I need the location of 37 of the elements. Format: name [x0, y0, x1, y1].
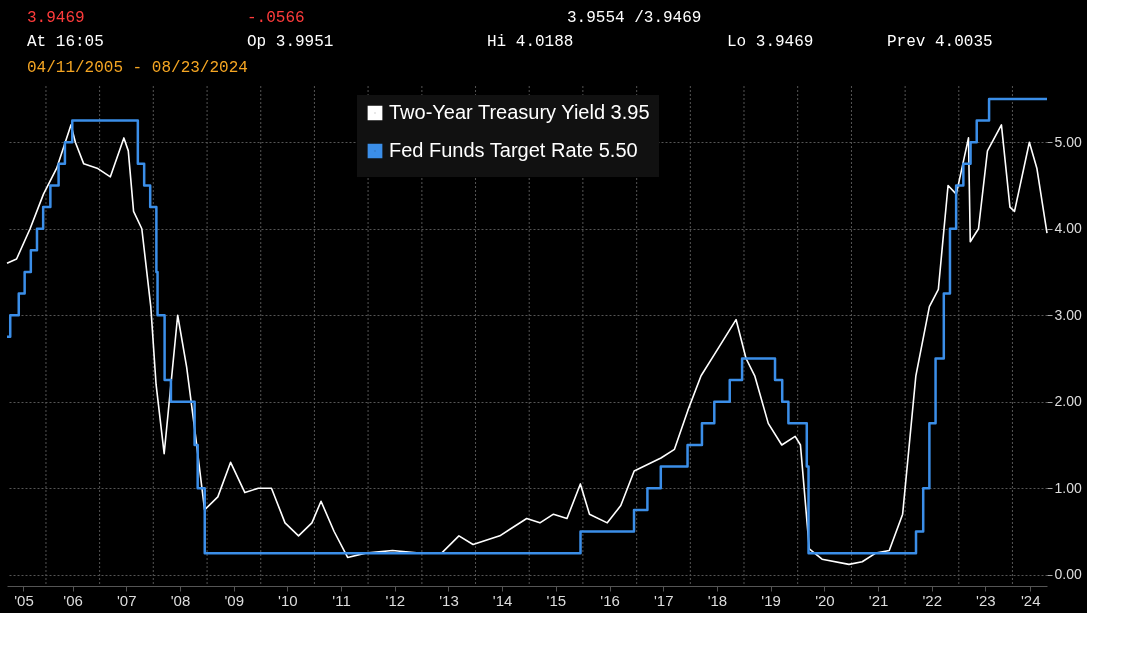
x-tick-label: '18 — [707, 591, 728, 609]
y-tick-label: 3.00 — [1054, 306, 1082, 323]
x-tick-label: '16 — [600, 591, 620, 609]
x-tick-label: '15 — [546, 591, 567, 609]
text: 3.9469 — [27, 9, 85, 27]
x-tick-label: '12 — [385, 591, 406, 609]
x-tick-label: '23 — [976, 591, 996, 609]
y-tick-label: 0.00 — [1054, 566, 1082, 583]
text: 04/11/2005 - 08/23/2024 — [27, 59, 248, 77]
x-tick-label: '19 — [761, 591, 781, 609]
legend-label: Fed Funds Target Rate 5.50 — [389, 139, 638, 161]
text: At 16:05 — [27, 33, 104, 51]
x-tick-label: '10 — [278, 591, 298, 609]
x-tick-label: '06 — [63, 591, 83, 609]
x-tick-label: '22 — [922, 591, 943, 609]
text: Prev 4.0035 — [887, 33, 993, 51]
x-tick-label: '21 — [868, 591, 889, 609]
x-tick-label: '07 — [116, 591, 137, 609]
text: Lo 3.9469 — [727, 33, 814, 51]
y-tick-label: 4.00 — [1054, 220, 1082, 237]
x-tick-label: '05 — [14, 591, 34, 609]
x-tick-label: '13 — [439, 591, 459, 609]
text: Op 3.9951 — [247, 33, 334, 51]
x-tick-label: '17 — [654, 591, 674, 609]
legend-label: Two-Year Treasury Yield 3.95 — [389, 101, 650, 123]
text: Hi 4.0188 — [487, 33, 574, 51]
y-tick-label: 1.00 — [1054, 479, 1082, 496]
x-tick-label: '09 — [224, 591, 244, 609]
text: 3.9554 /3.9469 — [567, 9, 702, 27]
x-tick-label: '08 — [170, 591, 191, 609]
x-tick-label: '11 — [332, 591, 351, 609]
y-tick-label: 2.00 — [1054, 393, 1082, 410]
x-tick-label: '24 — [1020, 591, 1041, 609]
x-tick-label: '14 — [492, 591, 513, 609]
x-tick-label: '20 — [815, 591, 835, 609]
y-tick-label: 5.00 — [1054, 133, 1082, 150]
text: -.0566 — [247, 9, 305, 27]
